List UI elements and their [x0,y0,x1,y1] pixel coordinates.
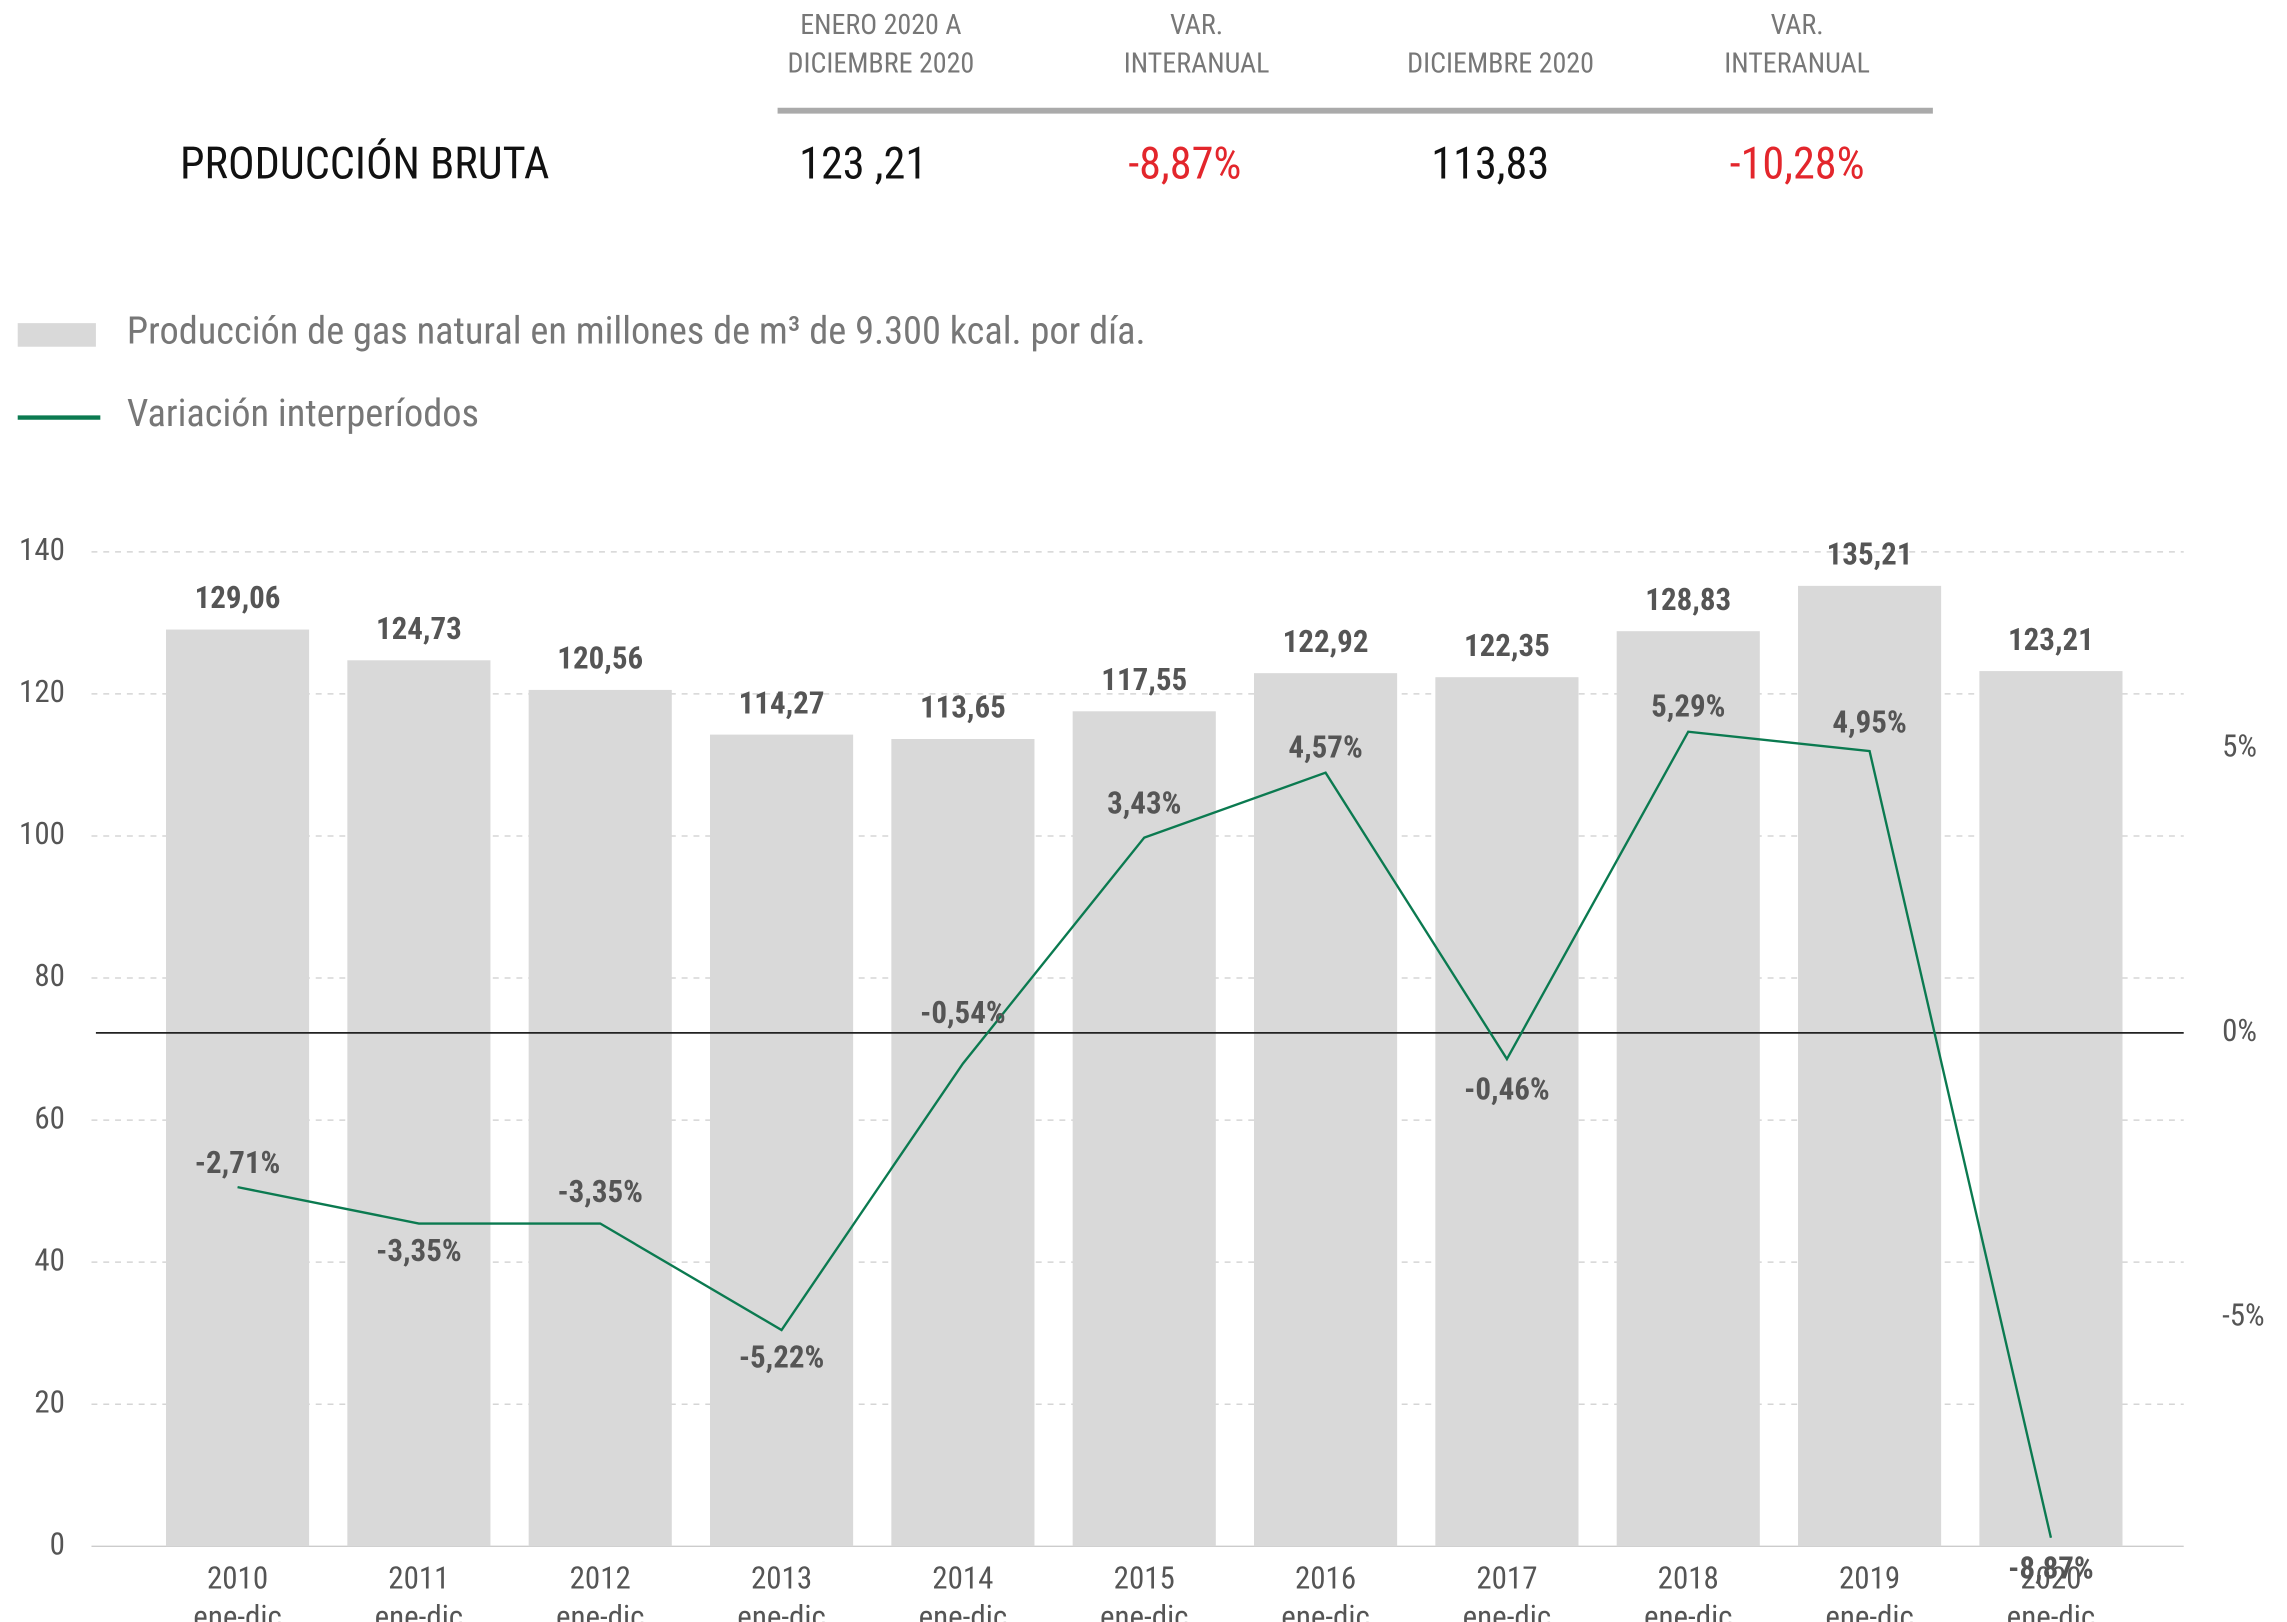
column-header: DICIEMBRE 2020 [1407,46,1594,79]
x-tick-label: 2020 [2020,1559,2081,1596]
row-value: -8,87% [1128,137,1241,189]
bar-value-label: 135,21 [1827,536,1913,573]
bar-value-label: 113,65 [920,689,1006,726]
line-value-label: -8,87% [2008,1549,2093,1586]
row-value: 123 ,21 [799,137,927,189]
row-value: -10,28% [1730,137,1865,189]
column-header: VAR. [1170,8,1223,41]
bar [891,739,1035,1547]
y-tick-label: 60 [34,1099,65,1136]
bar-value-label: 123,21 [2008,621,2094,658]
x-tick-label: ene-dic [193,1598,282,1622]
bar [347,660,491,1547]
y-tick-label: 0 [50,1525,65,1562]
y2-tick-label: -5% [2222,1297,2265,1334]
x-tick-label: ene-dic [919,1598,1008,1622]
y-tick-label: 40 [34,1241,65,1278]
x-tick-label: ene-dic [375,1598,464,1622]
x-tick-label: ene-dic [737,1598,826,1622]
legend-label: Variación interperíodos [127,391,479,436]
column-header: ENERO 2020 A [800,8,961,41]
bar-value-label: 129,06 [195,579,281,616]
bar-value-label: 117,55 [1101,661,1187,698]
bar-value-label: 128,83 [1645,581,1731,618]
x-tick-label: ene-dic [1463,1598,1552,1622]
y2-tick-label: 5% [2222,727,2257,764]
line-value-label: 3,43% [1107,784,1181,821]
bar [1435,677,1579,1547]
line-value-label: -0,54% [920,994,1005,1031]
legend-swatch [17,323,96,347]
bar-value-label: 122,92 [1283,623,1369,660]
line-value-label: 4,95% [1832,704,1906,741]
line-value-label: -3,35% [557,1173,642,1210]
x-tick-label: 2013 [751,1559,812,1596]
column-header: INTERANUAL [1724,46,1870,79]
bar-value-label: 114,27 [739,684,825,721]
line-value-label: -2,71% [195,1144,280,1181]
column-header: DICIEMBRE 2020 [787,46,974,79]
x-tick-label: ene-dic [1281,1598,1370,1622]
legend-label: Producción de gas natural en millones de… [127,309,1146,354]
x-tick-label: 2016 [1295,1559,1356,1596]
x-tick-label: ene-dic [1825,1598,1914,1622]
bar [528,689,672,1547]
column-header: INTERANUAL [1124,46,1270,79]
bar-value-label: 120,56 [557,640,643,677]
line [237,730,2053,1539]
x-tick-label: ene-dic [1644,1598,1733,1622]
x-tick-label: 2014 [932,1559,993,1596]
row-label: PRODUCCIÓN BRUTA [180,137,549,189]
row-value: 113,83 [1431,137,1549,189]
x-tick-label: 2018 [1658,1559,1719,1596]
bar [1072,711,1216,1547]
y-tick-label: 20 [34,1383,65,1420]
y-tick-label: 80 [34,957,65,994]
line-value-label: -0,46% [1464,1071,1549,1108]
line-value-label: -5,22% [739,1339,824,1376]
bar-value-label: 122,35 [1464,627,1550,664]
bar [165,629,310,1547]
x-tick-label: 2011 [388,1559,449,1596]
bar [1254,673,1398,1547]
line-value-label: 5,29% [1651,687,1725,724]
column-header: VAR. [1771,8,1824,41]
x-tick-label: 2019 [1839,1559,1900,1596]
y-tick-label: 120 [19,673,65,710]
bar [710,734,854,1547]
bar [1979,671,2123,1547]
line-value-label: -3,35% [376,1232,461,1269]
bar-value-label: 124,73 [376,610,462,647]
x-tick-label: 2015 [1114,1559,1175,1596]
bar [1616,631,1760,1547]
y-tick-label: 140 [19,531,65,568]
x-tick-label: 2017 [1476,1559,1537,1596]
x-tick-label: 2010 [207,1559,268,1596]
line-value-label: 4,57% [1288,728,1362,765]
x-tick-label: ene-dic [2007,1598,2096,1622]
y-tick-label: 100 [19,815,65,852]
x-tick-label: ene-dic [556,1598,645,1622]
y2-tick-label: 0% [2222,1012,2257,1049]
x-tick-label: 2012 [570,1559,631,1596]
x-tick-label: ene-dic [1100,1598,1189,1622]
